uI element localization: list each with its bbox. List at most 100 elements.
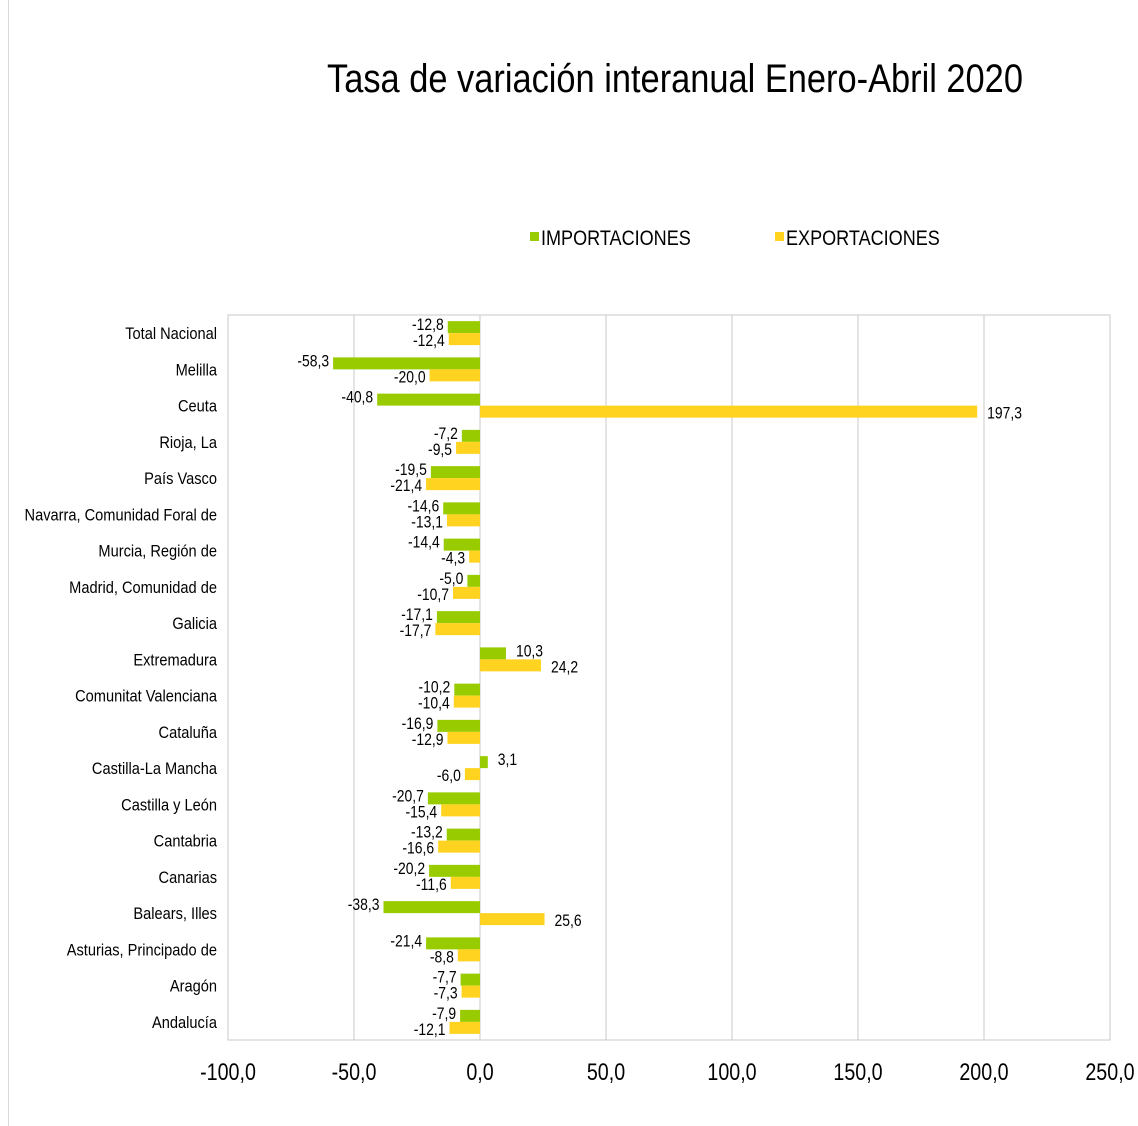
bar-importaciones — [377, 393, 480, 406]
bar-importaciones — [480, 647, 506, 660]
category-label: Aragón — [170, 978, 217, 996]
x-axis: -100,0 -50,0 0,0 50,0 100,0 150,0 200,0 250,0 — [200, 1058, 1135, 1085]
data-label: -19,5 — [395, 461, 427, 480]
x-tick-label: 50,0 — [587, 1058, 625, 1085]
bar-importaciones — [460, 1009, 480, 1022]
category-label: Canarias — [159, 869, 218, 887]
data-labels: -12,8-12,4-58,3-20,0-40,8197,3-7,2-9,5-1… — [297, 316, 1022, 1039]
bars — [333, 321, 978, 1034]
bar-importaciones — [461, 429, 480, 442]
bar-importaciones — [454, 683, 480, 696]
category-label: Murcia, Región de — [98, 543, 217, 561]
category-label: Castilla y León — [121, 796, 217, 814]
data-label: -10,7 — [417, 586, 449, 605]
x-tick-label: 100,0 — [707, 1058, 756, 1085]
bar-importaciones — [443, 538, 480, 551]
data-label: -20,0 — [394, 368, 426, 387]
bar-importaciones — [436, 611, 480, 624]
bar-importaciones — [446, 828, 480, 841]
x-tick-label: -100,0 — [200, 1058, 256, 1085]
legend-label: EXPORTACIONES — [786, 227, 940, 251]
category-labels: Total Nacional Melilla Ceuta Rioja, La País … — [25, 325, 218, 1032]
category-label: Melilla — [176, 361, 218, 379]
data-label: 197,3 — [987, 404, 1022, 423]
data-label: -40,8 — [341, 388, 373, 407]
bar-exportaciones — [480, 405, 978, 418]
category-label: Extremadura — [133, 651, 217, 669]
category-label: Cantabria — [154, 833, 218, 851]
data-label: -10,4 — [418, 694, 450, 713]
bar-exportaciones — [480, 659, 541, 672]
bar-importaciones — [430, 466, 480, 479]
bar-exportaciones — [426, 478, 480, 491]
gridlines — [227, 315, 1111, 1040]
category-label: Balears, Illes — [133, 905, 217, 923]
category-label: Galicia — [172, 615, 217, 633]
bar-exportaciones — [449, 1021, 480, 1034]
bar-importaciones — [333, 357, 480, 370]
bar-exportaciones — [464, 768, 480, 781]
legend-label: IMPORTACIONES — [541, 227, 691, 251]
bar-exportaciones — [447, 731, 480, 744]
data-label: -16,6 — [402, 839, 434, 858]
x-tick-label: 150,0 — [833, 1058, 882, 1085]
bar-exportaciones — [448, 333, 480, 346]
data-label: -7,9 — [432, 1005, 456, 1024]
data-label: -11,6 — [416, 876, 447, 895]
data-label: -15,4 — [405, 803, 437, 822]
plot-area — [227, 314, 1111, 1041]
data-label: -8,8 — [430, 948, 454, 967]
data-label: -17,1 — [401, 606, 433, 625]
data-label: -21,4 — [390, 932, 422, 951]
category-label: Navarra, Comunidad Foral de — [25, 506, 218, 524]
data-label: -12,1 — [414, 1021, 446, 1040]
data-label: -6,0 — [437, 767, 461, 786]
legend: IMPORTACIONES EXPORTACIONES — [530, 227, 940, 251]
bar-importaciones — [429, 864, 480, 877]
data-label: -20,2 — [393, 860, 425, 879]
data-label: -12,8 — [412, 316, 444, 335]
category-label: Castilla-La Mancha — [92, 760, 217, 778]
page-left-border — [8, 0, 9, 1126]
x-tick-label: 250,0 — [1085, 1058, 1134, 1085]
x-tick-label: 200,0 — [959, 1058, 1008, 1085]
category-label: Cataluña — [159, 724, 218, 742]
bar-importaciones — [447, 321, 480, 334]
data-label: -4,3 — [441, 549, 465, 568]
category-label: Andalucía — [152, 1014, 217, 1032]
bar-importaciones — [427, 792, 480, 805]
data-label: -17,7 — [400, 622, 432, 641]
bar-exportaciones — [456, 441, 480, 454]
category-label: Rioja, La — [159, 434, 217, 452]
data-label: -9,5 — [428, 441, 452, 460]
category-label: Ceuta — [178, 398, 217, 416]
bar-exportaciones — [453, 586, 480, 599]
data-label: -12,9 — [412, 731, 444, 750]
data-label: -16,9 — [402, 715, 434, 734]
bar-importaciones — [467, 574, 480, 587]
data-label: -13,1 — [411, 513, 443, 532]
data-label: 24,2 — [551, 658, 578, 677]
data-label: -10,2 — [419, 678, 451, 697]
data-label: -14,6 — [407, 497, 439, 516]
category-label: Madrid, Comunidad de — [69, 579, 217, 597]
data-label: -21,4 — [390, 477, 422, 496]
bar-exportaciones — [438, 840, 480, 853]
category-label: Total Nacional — [125, 325, 217, 343]
x-tick-label: 0,0 — [466, 1058, 493, 1085]
data-label: 25,6 — [555, 912, 582, 931]
chart-title: Tasa de variación interanual Enero-Abril… — [327, 56, 1023, 101]
data-label: -5,0 — [439, 570, 463, 589]
bar-importaciones — [480, 756, 488, 769]
category-label: Comunitat Valenciana — [75, 688, 217, 706]
bar-importaciones — [460, 973, 480, 986]
data-label: -7,3 — [434, 984, 458, 1003]
bar-exportaciones — [450, 876, 480, 889]
plot-frame — [227, 314, 1111, 1041]
bar-exportaciones — [480, 913, 545, 926]
data-label: -20,7 — [392, 787, 424, 806]
legend-swatch — [775, 232, 784, 241]
bar-exportaciones — [453, 695, 480, 708]
category-label: Asturias, Principado de — [67, 941, 217, 959]
